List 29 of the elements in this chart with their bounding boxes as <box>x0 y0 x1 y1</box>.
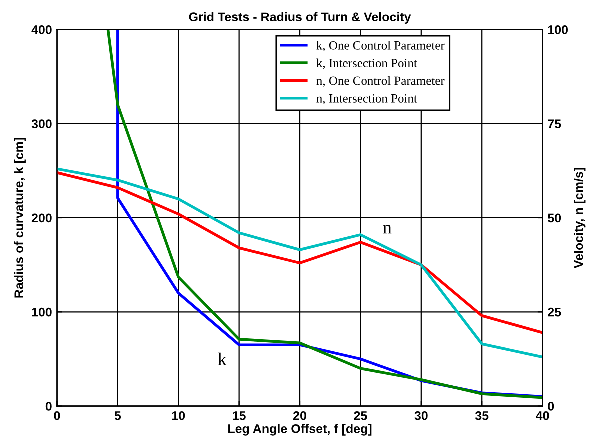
x-tick-label: 40 <box>536 411 550 420</box>
legend-label: k, One Control Parameter <box>316 41 445 52</box>
annotation: k <box>218 352 227 366</box>
y2-tick-label: 100 <box>548 26 568 34</box>
chart-title: Grid Tests - Radius of Turn & Velocity <box>189 12 412 24</box>
x-tick-label: 0 <box>54 411 60 420</box>
annotation: n <box>383 225 392 234</box>
y-tick-label: 0 <box>46 402 52 411</box>
x-tick-label: 20 <box>293 411 306 420</box>
y2-tick-label: 75 <box>548 120 562 129</box>
x-axis-title: Leg Angle Offset, f [deg] <box>228 424 372 436</box>
y-tick-label: 400 <box>32 26 52 34</box>
legend-label: n, Intersection Point <box>316 94 418 105</box>
y2-tick-label: 0 <box>548 402 554 411</box>
x-tick-label: 15 <box>233 412 246 420</box>
x-tick-label: 35 <box>475 411 489 420</box>
x-tick-label: 10 <box>172 411 186 420</box>
y-tick-label: 100 <box>32 308 52 317</box>
legend-label: n, One Control Parameter <box>316 76 445 87</box>
y2-axis-title: Velocity, n [cm/s] <box>574 168 586 269</box>
y-tick-label: 200 <box>32 214 52 223</box>
x-tick-label: 30 <box>414 411 428 420</box>
y2-tick-label: 25 <box>548 308 562 317</box>
legend-label: k, Intersection Point <box>316 58 418 70</box>
y-tick-label: 300 <box>32 120 52 129</box>
x-tick-label: 25 <box>354 411 368 420</box>
y-axis-title: Radius of curvature, k [cm] <box>14 138 26 298</box>
x-tick-label: 5 <box>114 412 122 420</box>
y2-tick-label: 50 <box>548 214 562 223</box>
